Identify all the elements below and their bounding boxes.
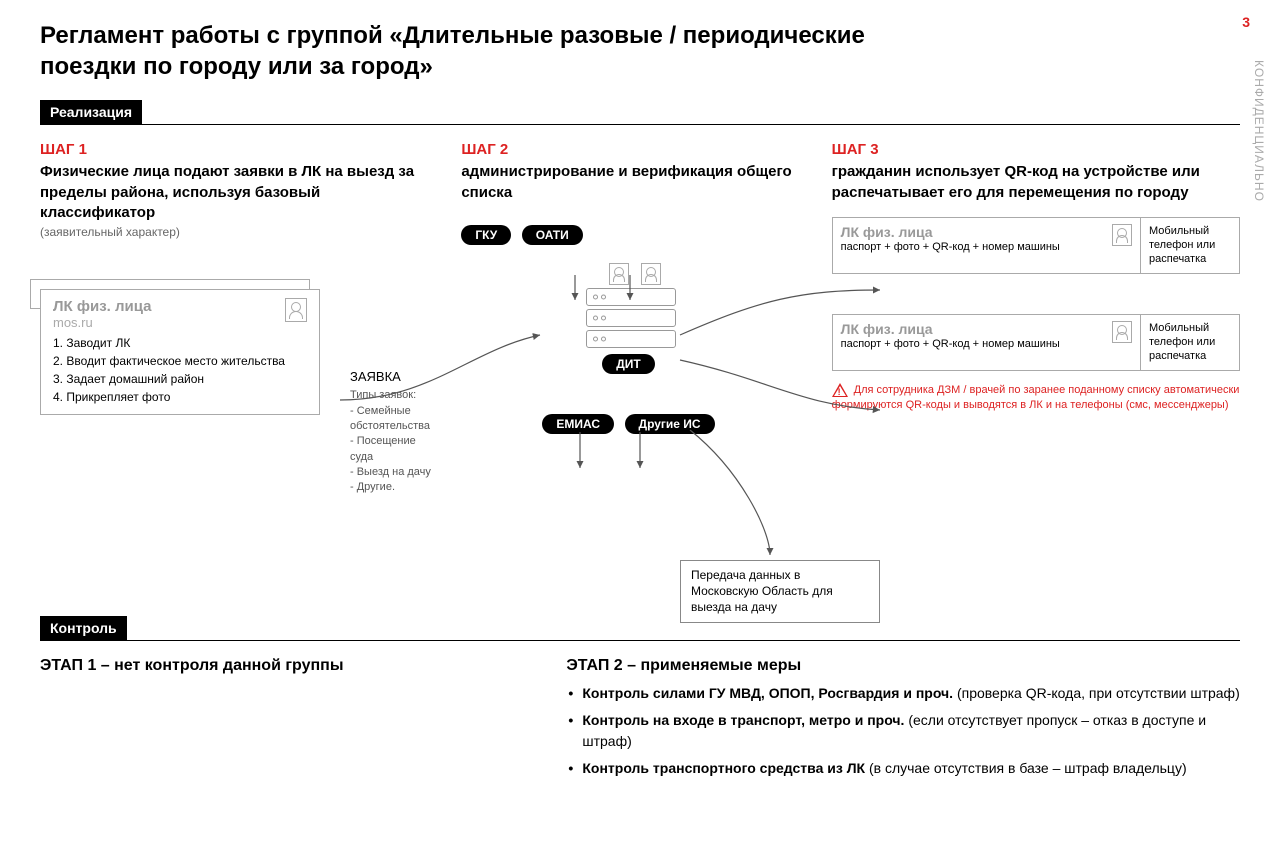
person-icon — [1112, 224, 1132, 246]
transfer-box: Передача данных в Московскую Область для… — [680, 560, 880, 623]
lk-card-list: 1. Заводит ЛК 2. Вводит фактическое мест… — [53, 334, 307, 406]
result-side-1: Мобильный телефон или распечатка — [1140, 217, 1240, 274]
person-icon — [1112, 321, 1132, 343]
stage1-block: ЭТАП 1 – нет контроля данной группы — [40, 657, 506, 785]
result-card-1: ЛК физ. лица паспорт + фото + QR-код + н… — [832, 217, 1141, 274]
step2-label: ШАГ 2 — [461, 141, 801, 158]
lk-card-front: ЛК физ. лица mos.ru 1. Заводит ЛК 2. Вво… — [40, 289, 320, 415]
divider — [40, 124, 1240, 125]
pill-dit: ДИТ — [602, 354, 655, 374]
stage2-heading: ЭТАП 2 – применяемые меры — [566, 657, 1240, 675]
divider — [40, 640, 1240, 641]
stage2-list: Контроль силами ГУ МВД, ОПОП, Росгвардия… — [566, 683, 1240, 779]
application-title: ЗАЯВКА — [350, 369, 431, 384]
result-card-2: ЛК физ. лица паспорт + фото + QR-код + н… — [832, 314, 1141, 371]
warning-icon: ! — [832, 383, 848, 397]
server-icon — [461, 263, 801, 348]
warning-note: !Для сотрудника ДЗМ / врачей по заранее … — [832, 383, 1240, 413]
confidential-label: КОНФИДЕНЦИАЛЬНО — [1252, 60, 1266, 202]
page-title: Регламент работы с группой «Длительные р… — [40, 20, 940, 82]
pill-other-is: Другие ИС — [625, 414, 715, 434]
section-realization: Реализация — [40, 100, 142, 124]
stage2-block: ЭТАП 2 – применяемые меры Контроль силам… — [566, 657, 1240, 785]
person-icon — [641, 263, 661, 285]
result-side-2: Мобильный телефон или распечатка — [1140, 314, 1240, 371]
pill-gku: ГКУ — [461, 225, 511, 245]
pill-oati: ОАТИ — [522, 225, 583, 245]
step3-column: ШАГ 3 гражданин использует QR-код на уст… — [832, 141, 1240, 495]
stage1-heading: ЭТАП 1 – нет контроля данной группы — [40, 657, 506, 675]
step1-note: (заявительный характер) — [40, 225, 431, 239]
application-list: Типы заявок: - Семейные обстоятельства -… — [350, 388, 431, 496]
section-control: Контроль — [40, 616, 127, 640]
step1-column: ШАГ 1 Физические лица подают заявки в ЛК… — [40, 141, 431, 495]
lk-card-title: ЛК физ. лица — [53, 298, 307, 315]
step3-desc: гражданин использует QR-код на устройств… — [832, 162, 1240, 203]
step1-label: ШАГ 1 — [40, 141, 431, 158]
step3-label: ШАГ 3 — [832, 141, 1240, 158]
pill-emias: ЕМИАС — [542, 414, 614, 434]
person-icon — [285, 298, 307, 322]
person-icon — [609, 263, 629, 285]
step2-column: ШАГ 2 администрирование и верификация об… — [461, 141, 801, 495]
lk-card-sub: mos.ru — [53, 315, 307, 330]
step2-desc: администрирование и верификация общего с… — [461, 162, 801, 203]
step1-desc: Физические лица подают заявки в ЛК на вы… — [40, 162, 431, 223]
page-number: 3 — [1242, 14, 1250, 30]
